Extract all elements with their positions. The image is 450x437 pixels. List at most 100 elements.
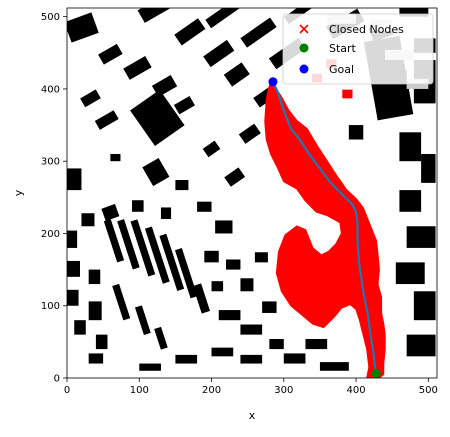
obstacle-block bbox=[205, 8, 247, 29]
y-tick-label: 400 bbox=[41, 84, 60, 95]
y-tick-label: 0 bbox=[54, 374, 60, 385]
obstacle-block bbox=[197, 201, 212, 212]
y-tick-label: 200 bbox=[41, 229, 60, 240]
legend-box bbox=[282, 13, 434, 85]
obstacle-block bbox=[399, 132, 422, 162]
y-axis-label: y bbox=[12, 189, 25, 196]
obstacle-block bbox=[67, 260, 81, 277]
obstacle-block bbox=[305, 338, 328, 350]
obstacle-block bbox=[413, 291, 436, 321]
x-tick-label: 0 bbox=[64, 385, 70, 396]
obstacle-block bbox=[319, 362, 349, 371]
y-tick-label: 300 bbox=[41, 157, 60, 168]
obstacle-block bbox=[395, 262, 425, 285]
obstacle-block bbox=[74, 320, 86, 335]
x-tick-label: 400 bbox=[347, 385, 366, 396]
obstacle-block bbox=[139, 363, 161, 371]
legend-item-start: Start bbox=[299, 42, 357, 55]
obstacle-block bbox=[130, 219, 156, 277]
obstacle-block bbox=[225, 259, 241, 270]
obstacle-block bbox=[211, 281, 224, 292]
obstacle-block bbox=[223, 62, 250, 87]
obstacle-block bbox=[175, 354, 198, 364]
obstacle-block bbox=[101, 203, 120, 222]
legend: Closed Nodes Start Goal bbox=[282, 13, 434, 85]
obstacle-block bbox=[211, 347, 234, 357]
y-tick-label: 100 bbox=[41, 301, 60, 312]
x-axis: 0 100 200 300 400 500 bbox=[64, 378, 438, 396]
closed-nodes-region bbox=[342, 89, 353, 99]
obstacle-block bbox=[132, 200, 144, 212]
obstacle-block bbox=[240, 354, 263, 364]
obstacle-block bbox=[204, 250, 219, 263]
obstacle-block bbox=[137, 8, 170, 23]
obstacle-block bbox=[254, 252, 268, 263]
obstacle-block bbox=[134, 305, 151, 336]
obstacle-block bbox=[218, 310, 241, 321]
obstacle-block bbox=[159, 233, 185, 291]
obstacle-block bbox=[144, 226, 170, 284]
obstacle-block bbox=[240, 17, 277, 48]
obstacle-block bbox=[110, 153, 121, 162]
x-marker-icon bbox=[299, 24, 309, 34]
obstacle-block bbox=[98, 43, 123, 65]
occupancy-map bbox=[67, 8, 436, 371]
obstacle-block bbox=[192, 283, 211, 314]
obstacle-block bbox=[238, 123, 261, 144]
y-axis: 0 100 200 300 400 500 bbox=[41, 12, 67, 385]
obstacle-block bbox=[88, 353, 104, 364]
x-tick-label: 200 bbox=[202, 385, 221, 396]
obstacle-block bbox=[173, 95, 195, 115]
obstacle-block bbox=[130, 89, 185, 146]
start-point bbox=[371, 369, 381, 379]
obstacle-block bbox=[202, 140, 221, 158]
obstacle-block bbox=[154, 326, 168, 350]
legend-item-closed-nodes: Closed Nodes bbox=[299, 23, 404, 36]
planned-path-line bbox=[271, 81, 377, 371]
obstacle-block bbox=[348, 125, 364, 140]
obstacle-block bbox=[240, 278, 254, 292]
obstacle-block bbox=[262, 301, 277, 313]
plot-frame bbox=[66, 7, 438, 379]
legend-label-start: Start bbox=[329, 42, 357, 55]
obstacle-block bbox=[81, 213, 95, 227]
path-layer bbox=[271, 81, 377, 371]
green-dot-icon bbox=[299, 43, 309, 53]
obstacle-block bbox=[112, 283, 131, 321]
obstacle-block bbox=[95, 334, 108, 350]
obstacle-block bbox=[142, 157, 170, 187]
obstacle-block bbox=[203, 39, 235, 68]
obstacle-block bbox=[406, 334, 436, 357]
obstacle-block bbox=[67, 289, 79, 306]
obstacle-block bbox=[175, 179, 189, 191]
obstacle-block bbox=[421, 153, 436, 183]
legend-item-goal: Goal bbox=[299, 63, 354, 76]
obstacle-block bbox=[88, 301, 102, 321]
obstacle-block bbox=[399, 190, 422, 212]
obstacle-block bbox=[67, 168, 82, 191]
obstacle-block bbox=[174, 248, 198, 299]
obstacle-block bbox=[215, 220, 233, 234]
obstacle-block bbox=[399, 8, 429, 17]
obstacle-block bbox=[117, 219, 140, 270]
goal-point bbox=[268, 77, 278, 87]
obstacle-block bbox=[103, 218, 125, 263]
obstacle-block bbox=[240, 324, 263, 335]
obstacle-block bbox=[80, 89, 101, 108]
obstacle-block bbox=[94, 110, 119, 130]
obstacle-block bbox=[88, 269, 101, 285]
obstacle-block bbox=[406, 226, 436, 248]
legend-label-goal: Goal bbox=[329, 63, 354, 76]
markers-layer bbox=[268, 77, 381, 379]
obstacle-block bbox=[174, 18, 206, 46]
x-tick-label: 500 bbox=[419, 385, 438, 396]
y-tick-label: 500 bbox=[41, 12, 60, 23]
obstacle-block bbox=[283, 353, 306, 364]
legend-label-closed-nodes: Closed Nodes bbox=[329, 23, 404, 36]
x-tick-label: 100 bbox=[130, 385, 149, 396]
obstacle-block bbox=[67, 12, 99, 43]
obstacle-block bbox=[67, 230, 78, 248]
obstacle-block bbox=[269, 338, 284, 350]
